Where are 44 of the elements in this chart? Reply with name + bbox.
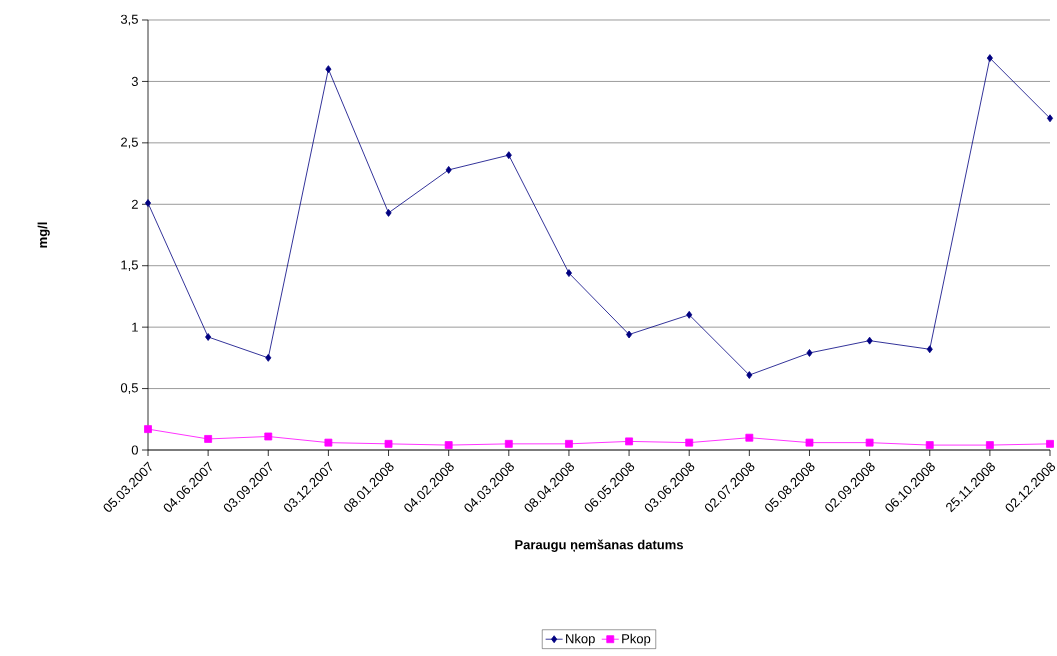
point [144,425,152,434]
point [324,438,333,447]
point [565,439,573,448]
point [925,441,934,449]
point [625,437,633,446]
y-tick-label: 1 [132,322,138,332]
point [865,438,874,447]
point [144,199,152,207]
point [204,435,213,443]
y-axis-title: mg/l [37,222,50,248]
point [504,439,513,448]
point [686,310,693,319]
point [445,165,452,174]
point [866,336,873,345]
point [265,353,272,362]
x-axis-title: Paraugu ņemšanas datums [515,539,683,553]
y-tick-label: 1,5 [121,260,138,272]
point [926,345,933,354]
legend-label: Pkop [622,633,651,646]
point [1046,114,1054,123]
y-tick-label: 0,5 [120,383,138,394]
point [685,438,694,447]
point [986,54,993,62]
point [385,208,392,217]
point [384,439,393,448]
point [444,441,453,449]
point [745,433,754,442]
y-tick-label: 3 [131,76,138,87]
point [264,432,273,441]
y-tick-label: 2 [131,199,138,209]
point [985,441,994,449]
point [505,151,512,160]
point [806,349,813,357]
point [325,65,332,74]
point [205,333,212,341]
point [626,330,633,339]
point [565,269,572,277]
point [805,438,814,447]
y-tick-label: 0 [131,445,138,455]
point [1046,439,1054,448]
legend-label: Nkop [566,633,595,646]
y-tick-label: 2,5 [121,137,138,149]
y-tick-label: 3,5 [120,14,138,26]
point [746,371,753,379]
